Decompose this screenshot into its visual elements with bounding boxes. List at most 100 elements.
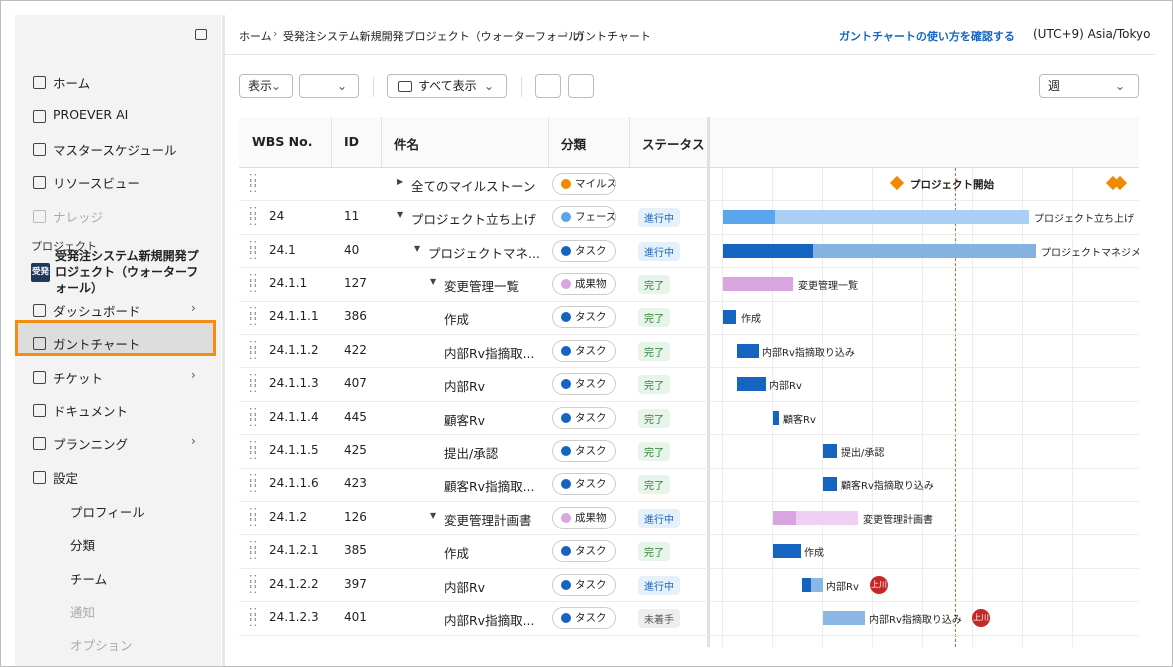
collapse-icon[interactable]	[195, 29, 207, 40]
settings-item[interactable]: 分類	[70, 538, 96, 553]
task-name[interactable]: 顧客Rv指摘取...	[444, 479, 535, 495]
drag-handle[interactable]: ⁚⁚ ⁚⁚ ⁚⁚	[249, 205, 258, 229]
category-chip: 成果物	[552, 506, 616, 529]
bar-label: 顧客Rv	[783, 414, 816, 426]
expand-toggle[interactable]: ▼	[430, 276, 437, 286]
gantt-bar[interactable]	[773, 410, 779, 425]
expand-toggle[interactable]: ▶	[397, 176, 404, 186]
wbs-no: 24.1	[269, 242, 296, 257]
drag-handle[interactable]: ⁚⁚ ⁚⁚ ⁚⁚	[249, 171, 258, 195]
task-name[interactable]: 内部Rv	[444, 579, 486, 595]
scale-dropdown[interactable]: 週	[1039, 74, 1139, 98]
col-line	[629, 117, 630, 167]
gantt-bar[interactable]	[723, 276, 793, 291]
edit-dropdown[interactable]	[299, 74, 359, 98]
toolbar-sep	[521, 77, 522, 97]
view-dropdown[interactable]: 表示	[239, 74, 293, 98]
task-name[interactable]: 内部Rv指摘取...	[444, 345, 535, 361]
nav-item[interactable]: マスタースケジュール	[53, 143, 177, 158]
task-name[interactable]: 顧客Rv	[444, 412, 486, 428]
nav-item[interactable]: PROEVER AI	[53, 107, 129, 122]
nav-item[interactable]: 設定	[53, 471, 79, 486]
assignee-avatar: 上川	[870, 575, 888, 594]
row-id: 40	[344, 242, 360, 257]
bar-label: 内部Rv指摘取り込み	[762, 347, 855, 359]
row-id: 422	[344, 342, 367, 357]
breadcrumb[interactable]: ホーム	[239, 30, 272, 43]
divider	[222, 15, 225, 666]
gantt-progress	[802, 577, 811, 592]
task-name[interactable]: 作成	[444, 312, 470, 328]
gantt-bar[interactable]	[823, 443, 837, 458]
task-name[interactable]: 内部Rv指摘取...	[444, 612, 535, 628]
drag-handle[interactable]: ⁚⁚ ⁚⁚ ⁚⁚	[249, 405, 258, 429]
drag-handle[interactable]: ⁚⁚ ⁚⁚ ⁚⁚	[249, 338, 258, 362]
task-name[interactable]: 変更管理一覧	[444, 278, 520, 294]
breadcrumb[interactable]: 受発注システム新規開発プロジェクト（ウォーターフォール）	[283, 30, 591, 43]
timezone: (UTC+9) Asia/Tokyo	[1033, 27, 1151, 41]
milestone[interactable]	[889, 175, 905, 190]
breadcrumb-sep: ›	[273, 27, 278, 40]
task-name[interactable]: 全てのマイルストーン	[411, 178, 536, 194]
gantt-progress	[723, 210, 775, 225]
task-name[interactable]: プロジェクトマネ...	[428, 245, 540, 261]
week-line	[772, 143, 773, 647]
drag-handle[interactable]: ⁚⁚ ⁚⁚ ⁚⁚	[249, 472, 258, 496]
drag-handle[interactable]: ⁚⁚ ⁚⁚ ⁚⁚	[249, 238, 258, 262]
nav-icon	[33, 210, 46, 223]
drag-handle[interactable]: ⁚⁚ ⁚⁚ ⁚⁚	[249, 372, 258, 396]
row-line	[239, 367, 1139, 369]
nav-item[interactable]: プランニング	[53, 437, 129, 452]
task-name[interactable]: 変更管理計画書	[444, 512, 532, 528]
task-name[interactable]: プロジェクト立ち上げ	[411, 212, 537, 228]
bar-label: 変更管理一覧	[798, 280, 858, 292]
task-name[interactable]: 提出/承認	[444, 445, 499, 461]
drag-handle[interactable]: ⁚⁚ ⁚⁚ ⁚⁚	[249, 438, 258, 462]
wbs-no: 24.1.2.1	[269, 543, 319, 558]
drag-handle[interactable]: ⁚⁚ ⁚⁚ ⁚⁚	[249, 305, 258, 329]
drag-handle[interactable]: ⁚⁚ ⁚⁚ ⁚⁚	[249, 605, 258, 629]
gantt-bar[interactable]	[723, 310, 736, 325]
nav-item[interactable]: ホーム	[53, 76, 91, 91]
week-line	[972, 143, 973, 647]
drag-handle[interactable]: ⁚⁚ ⁚⁚ ⁚⁚	[249, 505, 258, 529]
status-pill: 進行中	[638, 508, 680, 528]
status-pill: 完了	[638, 475, 670, 495]
settings-item[interactable]: チーム	[70, 572, 108, 587]
nav-icon	[33, 143, 46, 156]
expand-toggle[interactable]: ▼	[430, 510, 437, 520]
search-button[interactable]	[535, 74, 561, 98]
bar-label: 提出/承認	[841, 447, 885, 459]
nav-item[interactable]: リソースビュー	[53, 176, 140, 191]
drag-handle[interactable]: ⁚⁚ ⁚⁚ ⁚⁚	[249, 539, 258, 563]
nav-item[interactable]: ガントチャート	[53, 337, 141, 352]
settings-button[interactable]	[568, 74, 594, 98]
gantt-bar[interactable]	[823, 477, 837, 492]
row-line	[239, 334, 1139, 335]
help-link[interactable]: ガントチャートの使い方を確認する	[839, 30, 1015, 43]
gantt-bar[interactable]	[773, 544, 801, 559]
row-id: 386	[344, 309, 367, 324]
row-line	[239, 501, 1139, 502]
gantt-bar[interactable]	[823, 610, 865, 625]
wbs-no: 24.1.2	[269, 509, 308, 524]
task-name[interactable]: 内部Rv	[444, 379, 486, 395]
filter-dropdown[interactable]: すべて表示	[387, 74, 507, 98]
nav-icon	[33, 471, 46, 484]
gantt-bar[interactable]	[737, 343, 759, 358]
nav-item[interactable]: チケット	[53, 371, 104, 386]
drag-handle[interactable]: ⁚⁚ ⁚⁚ ⁚⁚	[249, 572, 258, 596]
nav-item[interactable]: ドキュメント	[53, 404, 129, 419]
gantt-bar[interactable]	[723, 210, 1029, 225]
expand-toggle[interactable]: ▼	[414, 243, 421, 253]
chevron: ›	[191, 368, 196, 382]
expand-toggle[interactable]: ▼	[397, 210, 404, 220]
settings-item[interactable]: プロフィール	[70, 505, 145, 520]
column-header: ステータス	[642, 137, 705, 152]
task-name[interactable]: 作成	[444, 546, 470, 562]
week-line	[922, 143, 923, 647]
status-pill: 完了	[638, 542, 670, 562]
gantt-bar[interactable]	[737, 377, 766, 392]
nav-item[interactable]: ダッシュボード	[53, 304, 141, 319]
drag-handle[interactable]: ⁚⁚ ⁚⁚ ⁚⁚	[249, 271, 258, 295]
